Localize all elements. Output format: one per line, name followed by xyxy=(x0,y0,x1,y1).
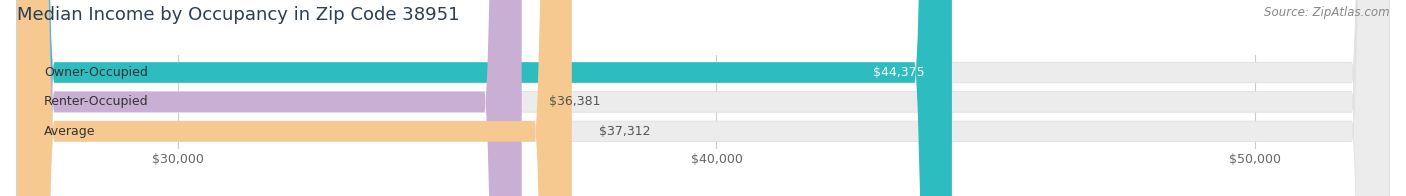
Text: Owner-Occupied: Owner-Occupied xyxy=(44,66,148,79)
FancyBboxPatch shape xyxy=(17,0,572,196)
FancyBboxPatch shape xyxy=(17,0,952,196)
FancyBboxPatch shape xyxy=(17,0,1389,196)
FancyBboxPatch shape xyxy=(17,0,522,196)
Text: Source: ZipAtlas.com: Source: ZipAtlas.com xyxy=(1264,6,1389,19)
Text: Average: Average xyxy=(44,125,96,138)
FancyBboxPatch shape xyxy=(17,0,1389,196)
FancyBboxPatch shape xyxy=(17,0,1389,196)
Text: $36,381: $36,381 xyxy=(548,95,600,108)
Text: $37,312: $37,312 xyxy=(599,125,650,138)
Text: $44,375: $44,375 xyxy=(873,66,925,79)
Text: Renter-Occupied: Renter-Occupied xyxy=(44,95,149,108)
Text: Median Income by Occupancy in Zip Code 38951: Median Income by Occupancy in Zip Code 3… xyxy=(17,6,460,24)
